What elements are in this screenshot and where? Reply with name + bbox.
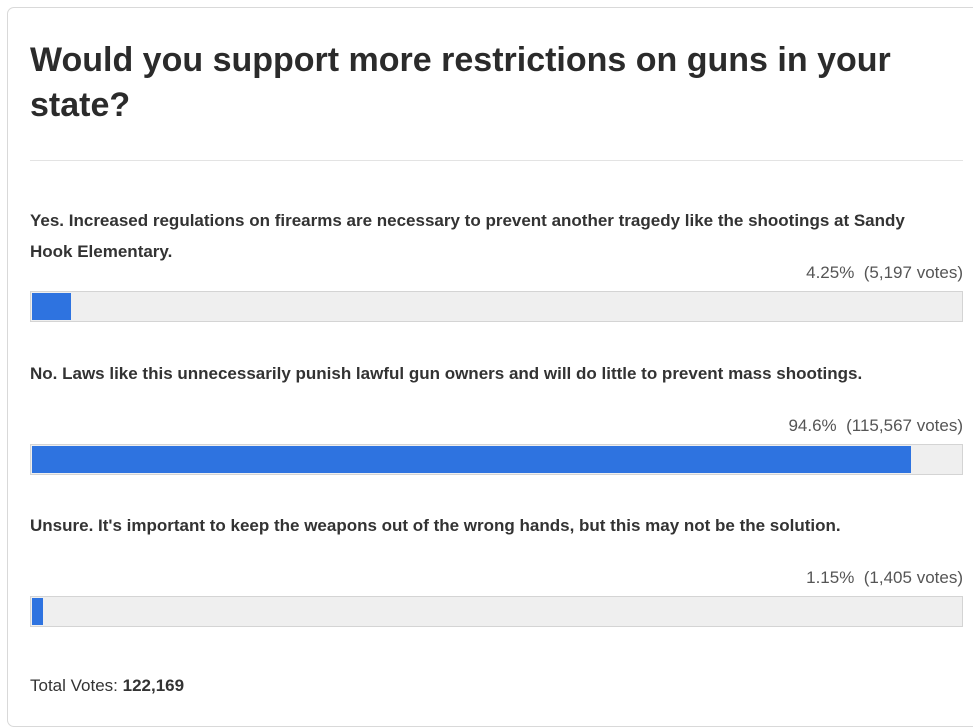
result-bar-track [30, 596, 963, 627]
option-stats: 4.25% (5,197 votes) [806, 263, 963, 283]
option-percent: 1.15% [806, 568, 855, 587]
result-bar-fill [32, 598, 43, 625]
option-text: Yes. Increased regulations on firearms a… [30, 211, 905, 261]
option-votes: (5,197 votes) [863, 263, 963, 282]
result-bar-track [30, 291, 963, 322]
result-bar-track [30, 444, 963, 475]
option-votes: (1,405 votes) [863, 568, 963, 587]
total-votes: Total Votes: 122,169 [30, 676, 184, 696]
result-bar-fill [32, 446, 911, 473]
option-percent: 94.6% [788, 416, 837, 435]
option-text: No. Laws like this unnecessarily punish … [30, 364, 863, 383]
poll-question: Would you support more restrictions on g… [30, 41, 891, 124]
option-votes: (115,567 votes) [846, 416, 963, 435]
option-text: Unsure. It's important to keep the weapo… [30, 516, 841, 535]
option-stats: 94.6% (115,567 votes) [788, 416, 963, 436]
option-stats: 1.15% (1,405 votes) [806, 568, 963, 588]
divider [30, 160, 963, 161]
option-percent: 4.25% [806, 263, 855, 282]
total-votes-label: Total Votes: [30, 676, 118, 695]
result-bar-fill [32, 293, 71, 320]
total-votes-value: 122,169 [122, 676, 185, 695]
